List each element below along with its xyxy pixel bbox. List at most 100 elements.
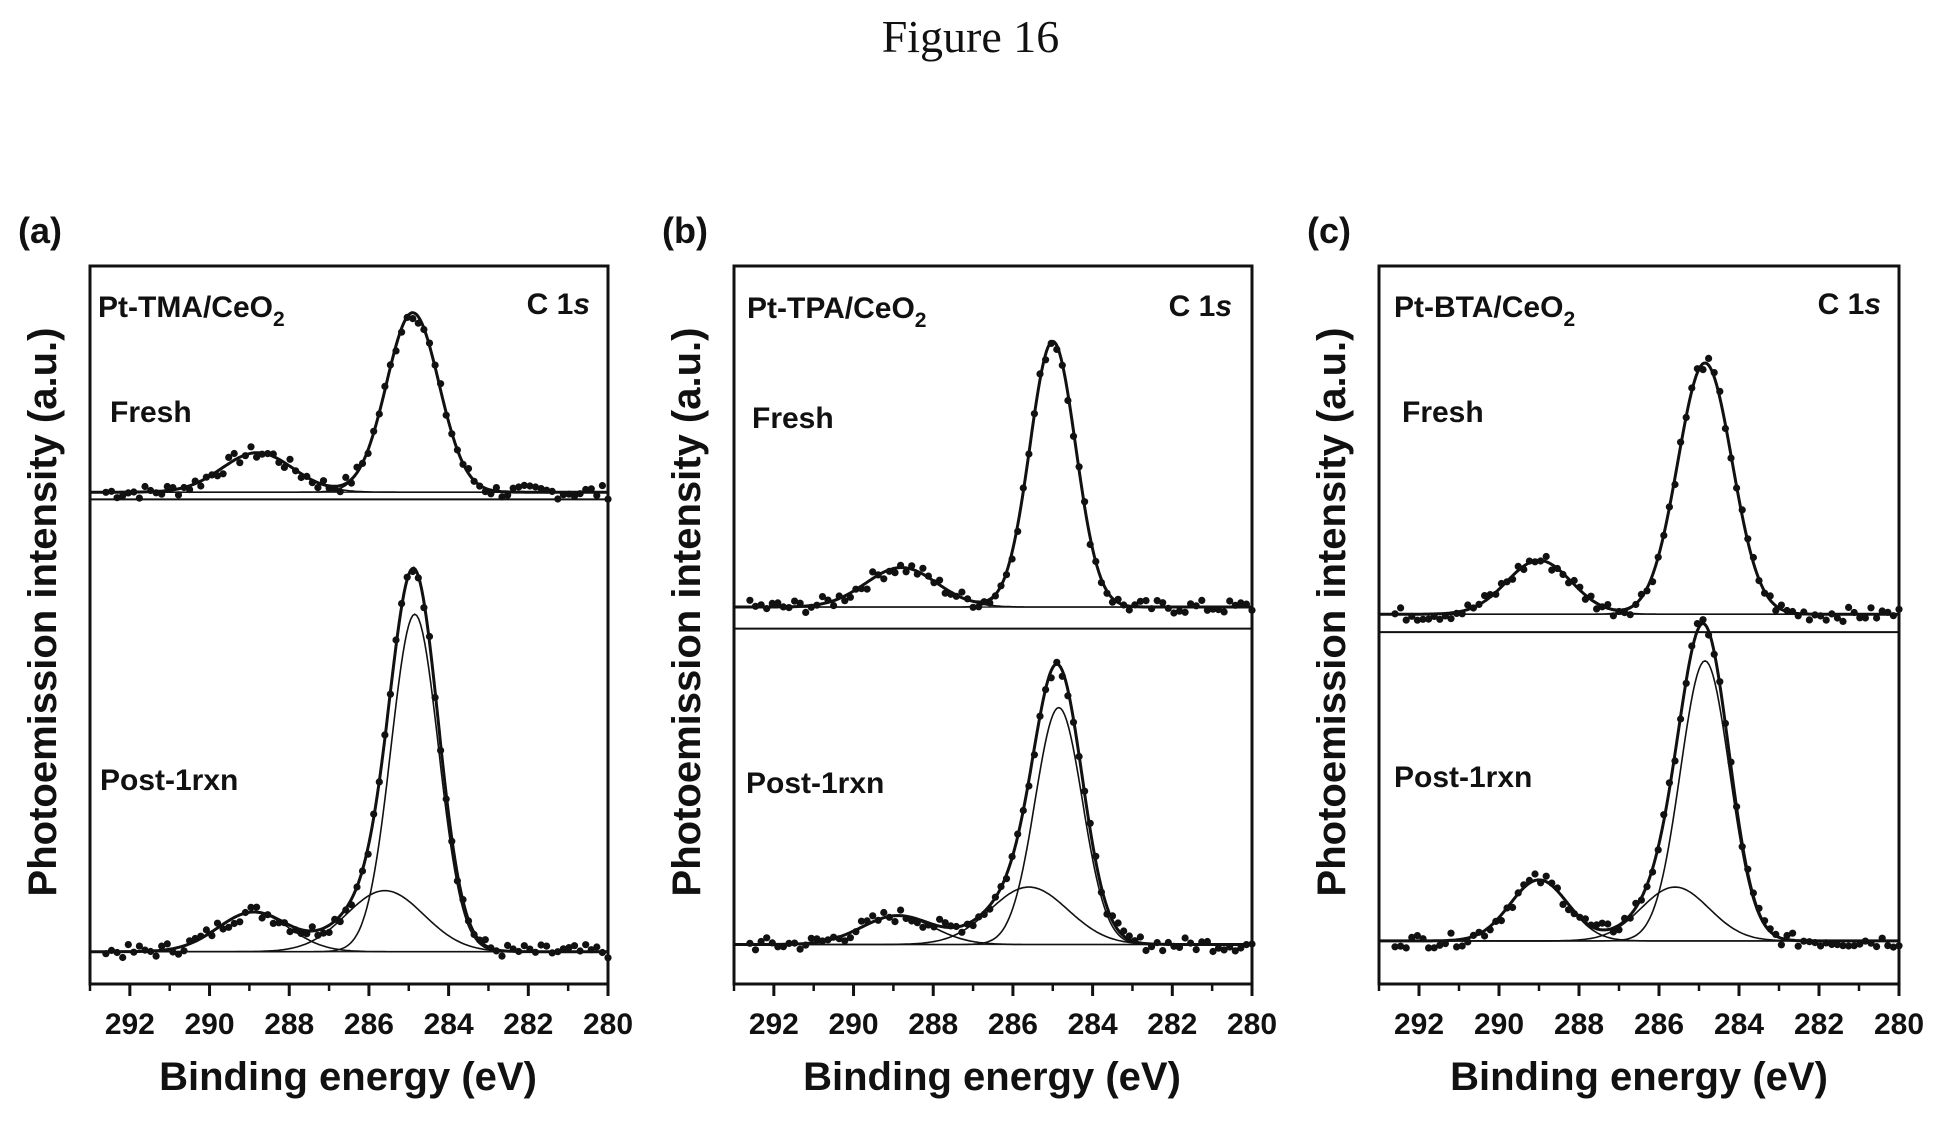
panel-a-post-1rxn-data-point (347, 901, 355, 909)
panel-c-post-1rxn-data-point (1744, 865, 1752, 873)
panel-c-fresh-data-point (1621, 609, 1629, 617)
panel-a-fresh-data-point (102, 488, 110, 496)
panel-a-sample-label: Pt-TMA/CeO2 (98, 291, 285, 331)
panel-b-post-1rxn-data-point (1108, 912, 1117, 920)
panel-a-post-1rxn-data-point (253, 903, 261, 911)
panel-c-fresh-data-point (1671, 480, 1679, 489)
panel-c-fresh-data-point (1497, 579, 1505, 588)
panel-b-fresh-data-point (802, 608, 810, 617)
panel-a-post-1rxn-data-point (520, 942, 528, 950)
panel-a-post-1rxn-data-point (286, 928, 294, 936)
panel-b-fresh-data-point (1120, 601, 1128, 609)
panel-c-fresh-data-point (1626, 611, 1634, 619)
panel-b-post-1rxn-data-point (807, 934, 815, 942)
panel-a-post-1rxn-data-point (593, 943, 601, 951)
panel-a-post-1rxn-data-point (414, 574, 422, 582)
panel-c-post-1rxn-data-point (1794, 942, 1802, 950)
panel-c-fresh-data-point (1727, 454, 1735, 462)
panel-c-post-1rxn-data-point (1604, 920, 1612, 928)
panel-c-post-1rxn-data-point (1783, 931, 1791, 940)
panel-b-sample-label: Pt-TPA/CeO2 (747, 292, 926, 332)
panel-c-post-1rxn-data-point (1587, 921, 1595, 929)
panel-c-fresh-data-point (1492, 590, 1500, 598)
panel-c-post-1rxn-data-point (1833, 941, 1841, 949)
panel-a-fresh-data-point (135, 494, 143, 502)
panel-c-fresh-data-point (1755, 577, 1763, 585)
panel-c-fresh-data-point (1503, 578, 1511, 586)
panel-c-fresh-data-point (1884, 608, 1892, 616)
panel-a-fresh-data-point (119, 492, 127, 500)
panel-c-fresh-data-point (1419, 615, 1427, 623)
panel-a-post-1rxn-data-point (331, 915, 339, 924)
panel-b-fresh-data-point (885, 567, 894, 575)
panel-c-fresh-data-point (1425, 615, 1433, 623)
panel-c-post-1rxn-data-point (1632, 899, 1640, 907)
panel-b-post-1rxn-data-point (924, 921, 933, 929)
panel-b-post-1rxn-data-point (1164, 938, 1172, 947)
panel-b-fresh-data-point (1097, 579, 1105, 587)
panel-a-post-1rxn-data-point (158, 942, 166, 950)
panel-b-post-1rxn-data-point (1159, 947, 1167, 955)
panel-b-post-1rxn-data-point (1053, 658, 1061, 666)
panel-c-post-1rxn-data-point (1520, 881, 1528, 889)
panel-c-fresh-data-point (1464, 601, 1472, 609)
panel-c-fresh-data-point (1514, 562, 1522, 571)
panel-b-post-1rxn-data-point (975, 913, 983, 921)
panel-a-fresh-data-point (425, 339, 434, 347)
panel-a-post-1rxn-data-point (498, 952, 506, 960)
panel-c-post-1rxn-data-point (1677, 715, 1685, 723)
panel-a-fresh-data-point (554, 495, 562, 503)
panel-b-post-1rxn-data-point (1136, 933, 1144, 941)
panel-a-post-1rxn-data-point (537, 941, 545, 949)
panel-b-post-1rxn-data-point (802, 941, 810, 949)
panel-a-post-1rxn-data-point (236, 918, 244, 926)
panel-a-fresh-data-point (297, 473, 305, 482)
panel-c-post-1rxn-data-point (1581, 915, 1589, 923)
panel-b-post-1rxn-data-point (1008, 853, 1016, 861)
panel-c-fresh-data-point (1609, 612, 1617, 620)
panel-a-post-1rxn-data-point (197, 932, 205, 940)
panel-b-post-1rxn-data-point (1125, 932, 1133, 940)
panel-a-fresh-data-point (453, 446, 461, 454)
panel-c-fresh-data-point (1772, 606, 1780, 615)
panel-c-fresh-data-point (1559, 570, 1567, 579)
panel-a-post-1rxn-data-point (364, 850, 372, 858)
panel-c-fresh-data-point (1520, 565, 1528, 574)
panel-c-fresh-data-point (1548, 566, 1556, 574)
panel-b-fresh-data-point (768, 599, 776, 608)
panel-a-post-1rxn-data-point (174, 950, 183, 958)
panel-a-label: (a) (18, 210, 62, 251)
panel-c-post-1rxn-data-point (1419, 935, 1427, 943)
panel-a-post-1rxn-data-point (470, 930, 478, 939)
panel-b-post-1rxn-data-point (1036, 712, 1044, 720)
panel-b-post-1rxn-data-point (746, 939, 754, 947)
panel-b-fresh-data-point (1248, 606, 1256, 614)
panel-b-fresh-data-point (924, 572, 933, 580)
panel-c-fresh-data-point (1486, 591, 1494, 599)
panel-a-fresh-data-point (258, 450, 266, 458)
panel-a-post-1rxn-label: Post-1rxn (100, 764, 238, 797)
panel-b-post-1rxn-data-point (885, 913, 894, 921)
panel-a-fresh-data-point (476, 482, 484, 490)
panel-b-fresh-data-point (751, 602, 760, 610)
panel-a-fresh-data-point (158, 490, 166, 498)
panel-a-region-label: C 1s (527, 288, 590, 321)
panel-a-fresh-data-point (280, 463, 288, 471)
panel-a-fresh-data-point (442, 411, 450, 419)
panel-c-post-1rxn-data-point (1436, 941, 1444, 949)
panel-a-post-1rxn-data-point (358, 867, 367, 875)
panel-b-label: (b) (662, 210, 708, 251)
panel-c-fresh-data-point (1531, 558, 1539, 566)
panel-c-fresh-data-point (1693, 365, 1701, 373)
panel-b-post-1rxn-data-point (1248, 940, 1256, 948)
panel-a-fresh-data-point (303, 472, 311, 480)
panel-c-post-1rxn-data-point (1525, 876, 1533, 885)
panel-b-post-1rxn-data-point (952, 922, 960, 931)
panel-b-fresh-component-2 (734, 340, 1252, 608)
panel-b-fresh-data-point (963, 595, 972, 603)
panel-c-post-1rxn-data-point (1705, 631, 1713, 639)
panel-c-post-1rxn-data-point (1469, 931, 1477, 940)
panel-a-fresh-data-point (409, 315, 417, 323)
panel-c-post-1rxn-data-point (1861, 937, 1869, 945)
panel-a-post-1rxn-data-point (548, 949, 556, 957)
